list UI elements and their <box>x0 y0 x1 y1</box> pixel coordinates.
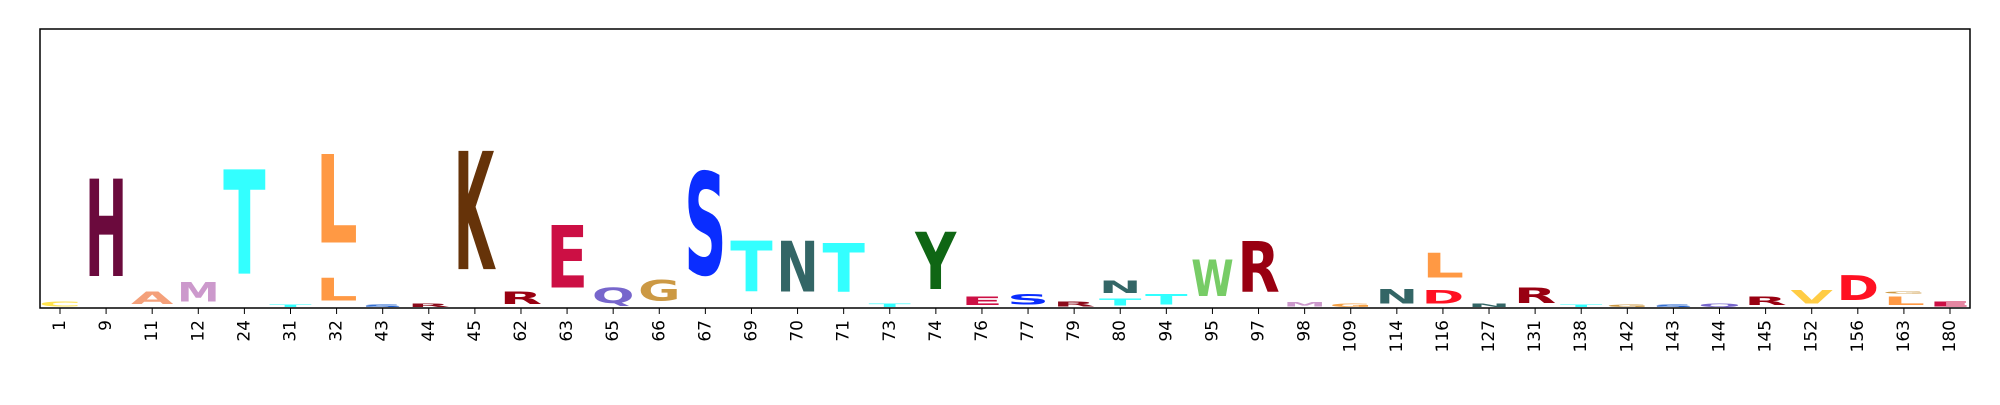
x-tick-label: 152 <box>1802 320 1822 352</box>
x-tick-label: 95 <box>1202 320 1222 342</box>
logo-letter-g: G <box>638 274 680 308</box>
logo-letter-n: N <box>776 229 818 309</box>
logo-letter-r: R <box>1514 283 1556 308</box>
x-tick-label: 97 <box>1249 320 1269 342</box>
x-tick-label: 43 <box>373 320 393 342</box>
logo-letter-r: R <box>1237 227 1279 308</box>
logo-letter-q: Q <box>592 283 634 308</box>
x-tick-label: 69 <box>741 320 761 342</box>
x-tick-label: 163 <box>1894 320 1914 352</box>
x-tick-label: 94 <box>1156 320 1176 342</box>
logo-letter-r: R <box>500 288 542 308</box>
logo-letter-t: T <box>1099 297 1142 308</box>
x-tick-label: 9 <box>96 320 116 331</box>
x-tick-label: 114 <box>1387 320 1407 352</box>
logo-letter-r: R <box>1053 300 1095 308</box>
logo-letter-t: T <box>1560 304 1602 308</box>
logo-letter-t: T <box>869 303 911 309</box>
logo-letter-e: E <box>961 294 1003 308</box>
logo-letter-n: N <box>1376 286 1418 308</box>
logo-letter-c: C <box>39 300 81 308</box>
logo-letter-l: L <box>1422 247 1464 286</box>
x-tick-label: 116 <box>1433 320 1453 352</box>
logo-letter-s: S <box>1652 304 1694 308</box>
logo-letter-d: D <box>1837 270 1879 309</box>
x-tick-label: 70 <box>788 320 808 342</box>
logo-letter-t: T <box>1145 291 1188 308</box>
x-tick-label: 138 <box>1571 320 1591 352</box>
x-tick-label: 71 <box>834 320 854 342</box>
x-tick-label: 12 <box>188 320 208 342</box>
logo-letter-e: E <box>546 207 588 308</box>
logo-letter-s: S <box>684 145 726 308</box>
logo-letter-r: R <box>408 303 450 308</box>
logo-letter-l: L <box>315 272 357 308</box>
x-tick-label: 1 <box>50 320 70 331</box>
x-tick-label: 131 <box>1525 320 1545 352</box>
x-tick-label: 63 <box>557 320 577 342</box>
x-tick-label: 145 <box>1756 320 1776 352</box>
x-tick-label: 98 <box>1295 320 1315 342</box>
logo-letter-m: M <box>1283 301 1325 308</box>
logo-letter-a: A <box>131 288 174 308</box>
logo-letter-y: Y <box>914 217 957 309</box>
logo-letter-t: T <box>269 304 311 308</box>
logo-letter-g: G <box>1330 302 1372 308</box>
logo-letter-q: Q <box>1698 303 1740 309</box>
x-tick-label: 156 <box>1848 320 1868 352</box>
x-tick-label: 45 <box>465 320 485 342</box>
x-tick-label: 44 <box>419 320 439 342</box>
x-tick-label: 77 <box>1018 320 1038 342</box>
logo-letter-t: T <box>223 143 265 309</box>
x-tick-label: 32 <box>327 320 347 342</box>
x-tick-label: 142 <box>1617 320 1637 352</box>
logo-letter-k: K <box>454 120 496 308</box>
x-tick-label: 76 <box>972 320 992 342</box>
logo-letter-t: T <box>730 227 773 308</box>
x-tick-label: 180 <box>1940 320 1960 352</box>
logo-letter-m: M <box>177 278 219 308</box>
logo-letter-e: E <box>1929 300 1971 308</box>
x-tick-label: 127 <box>1479 320 1499 352</box>
x-tick-label: 65 <box>603 320 623 342</box>
x-tick-label: 79 <box>1064 320 1084 342</box>
logo-letter-g: G <box>1883 291 1925 294</box>
plot-frame <box>39 28 1971 309</box>
letter-stacks-layer: C H A M T T LLS R K R E Q G S T N T T Y E S R TNT W R M G N DLN R T G S Q… <box>39 120 1971 309</box>
x-tick-label: 80 <box>1110 320 1130 342</box>
x-tick-label: 74 <box>926 320 946 342</box>
x-tick-label: 24 <box>234 320 254 342</box>
x-tick-label: 73 <box>880 320 900 342</box>
logo-letter-g: G <box>1606 304 1648 308</box>
logo-letter-l: L <box>315 131 357 272</box>
x-tick-label: 62 <box>511 320 531 342</box>
logo-letter-t: T <box>822 231 864 309</box>
logo-letter-h: H <box>85 152 127 308</box>
logo-letter-n: N <box>1099 277 1141 296</box>
logo-letter-d: D <box>1422 286 1464 308</box>
x-tick-label: 11 <box>142 320 162 342</box>
x-tick-label: 67 <box>695 320 715 342</box>
logo-letter-s: S <box>1007 292 1049 309</box>
logo-letter-r: R <box>1744 294 1786 308</box>
x-tick-label: 109 <box>1341 320 1361 352</box>
logo-letter-v: V <box>1791 286 1834 308</box>
logo-letter-s: S <box>361 304 403 308</box>
logo-letter-w: W <box>1191 250 1233 308</box>
x-tick-label: 31 <box>280 320 300 342</box>
x-tick-label: 144 <box>1710 320 1730 352</box>
x-tick-label: 66 <box>649 320 669 342</box>
x-tick-label: 143 <box>1663 320 1683 352</box>
logo-letter-n: N <box>1468 303 1510 308</box>
x-axis-ticks: 1 9 11 12 24 31 32 43 44 45 62 63 65 66 67 69 70 71 73 74 76… <box>50 308 1960 352</box>
logo-letter-l: L <box>1883 294 1925 308</box>
